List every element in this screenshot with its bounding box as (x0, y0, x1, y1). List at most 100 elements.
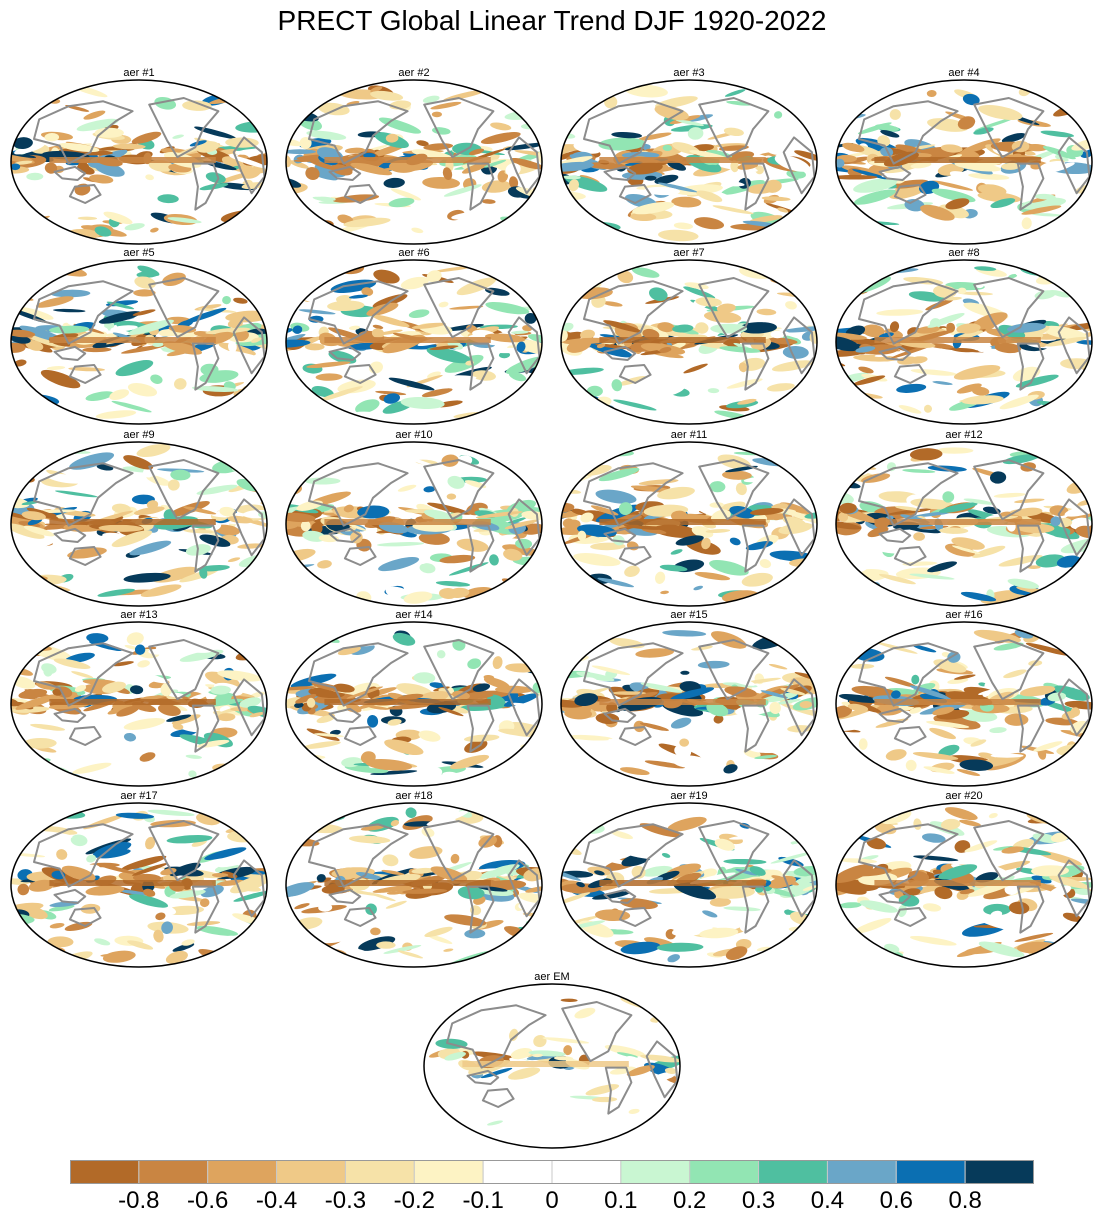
map-border (285, 802, 543, 968)
colorbar-swatch (964, 1160, 1034, 1184)
robinson-map (10, 79, 268, 245)
map-border (560, 621, 818, 787)
panel-title: aer #1 (123, 67, 155, 79)
colorbar-frame (70, 1160, 1034, 1184)
colorbar-tick-label: -0.8 (118, 1187, 160, 1214)
colorbar-tick-label: 0.1 (604, 1187, 638, 1214)
continent-outlines (858, 277, 1091, 391)
map-border (835, 802, 1093, 968)
colorbar-tick-label: -0.2 (393, 1187, 435, 1214)
colorbar-swatch (70, 1160, 140, 1184)
continent-outlines (33, 639, 266, 753)
panel-title: aer #3 (673, 67, 705, 79)
map-border (10, 441, 268, 607)
colorbar-tick-label: 0 (545, 1187, 559, 1214)
panel-title: aer #20 (945, 790, 983, 802)
robinson-map (835, 441, 1093, 607)
map-panel: aer #8 (833, 246, 1095, 426)
map-panel: aer #5 (8, 246, 270, 426)
continent-outlines (33, 820, 266, 934)
robinson-map (835, 79, 1093, 245)
continent-outlines (583, 639, 816, 753)
map-panel: aer EM (421, 970, 683, 1150)
map-border (560, 79, 818, 245)
colorbar-swatch (413, 1160, 484, 1184)
trend-field (836, 263, 1092, 418)
panel-title: aer #19 (670, 790, 708, 802)
colorbar-swatch (895, 1160, 966, 1184)
colorbar-tick-label: -0.4 (255, 1187, 298, 1214)
continent-outlines (858, 820, 1091, 934)
continent-outlines (33, 277, 266, 391)
continent-outlines (308, 820, 541, 934)
panel-title: aer EM (534, 971, 570, 983)
panel-title: aer #10 (395, 429, 433, 441)
robinson-map (10, 441, 268, 607)
map-border (835, 441, 1093, 607)
map-border (285, 259, 543, 425)
map-panel: aer #18 (283, 789, 545, 969)
continent-outlines (308, 277, 541, 391)
map-border (560, 441, 818, 607)
panel-title: aer #11 (670, 429, 708, 441)
colorbar-swatch (276, 1160, 346, 1184)
robinson-map (285, 802, 543, 968)
robinson-map (560, 79, 818, 245)
panel-title: aer #13 (120, 609, 158, 621)
trend-field (286, 446, 542, 604)
colorbar-tick-labels: -0.8 -0.6 -0.4 -0.3 -0.2 -0.1 0 0.1 0.2 0.3 0.4 0.6… (0, 1186, 1104, 1220)
colorbar-swatch (344, 1160, 415, 1184)
colorbar-swatch (551, 1160, 622, 1184)
panel-title: aer #6 (398, 247, 430, 259)
colorbar-tick-label: -0.6 (187, 1187, 229, 1214)
continent-outlines (583, 277, 816, 391)
robinson-map (560, 259, 818, 425)
colorbar-swatch (689, 1160, 760, 1184)
map-panel: aer #17 (8, 789, 270, 969)
map-border (560, 802, 818, 968)
robinson-map (285, 79, 543, 245)
map-panel: aer #11 (558, 428, 820, 608)
map-border (285, 79, 543, 245)
robinson-map (560, 441, 818, 607)
panel-title: aer #5 (123, 247, 155, 259)
continent-outlines (308, 97, 541, 211)
map-border (423, 983, 681, 1149)
colorbar-swatch (620, 1160, 691, 1184)
map-border (560, 259, 818, 425)
robinson-map (285, 259, 543, 425)
map-panel: aer #4 (833, 66, 1095, 246)
colorbar-swatch (758, 1160, 828, 1184)
colorbar-tick-label: -0.3 (324, 1187, 367, 1214)
trend-field (836, 87, 1092, 240)
trend-field (11, 262, 267, 421)
robinson-map (285, 621, 543, 787)
panel-title: aer #8 (948, 247, 980, 259)
continent-outlines (308, 459, 541, 573)
panel-title: aer #2 (398, 67, 430, 79)
robinson-map (285, 441, 543, 607)
robinson-map (560, 802, 818, 968)
continent-outlines (33, 459, 266, 573)
map-border (835, 621, 1093, 787)
map-border (10, 802, 268, 968)
panel-title: aer #14 (395, 609, 433, 621)
map-border (835, 79, 1093, 245)
continent-outlines (583, 459, 816, 573)
colorbar (70, 1160, 1034, 1184)
map-border (10, 259, 268, 425)
continent-outlines (308, 639, 541, 753)
robinson-map (835, 259, 1093, 425)
panel-title: aer #9 (123, 429, 155, 441)
map-panel: aer #12 (833, 428, 1095, 608)
map-panel: aer #9 (8, 428, 270, 608)
panel-title: aer #16 (945, 609, 983, 621)
map-panel: aer #10 (283, 428, 545, 608)
continent-outlines (583, 820, 816, 934)
continent-outlines (858, 459, 1091, 573)
map-panel: aer #6 (283, 246, 545, 426)
continent-outlines (858, 639, 1091, 753)
robinson-map (423, 983, 681, 1149)
map-border (285, 441, 543, 607)
map-panel: aer #19 (558, 789, 820, 969)
